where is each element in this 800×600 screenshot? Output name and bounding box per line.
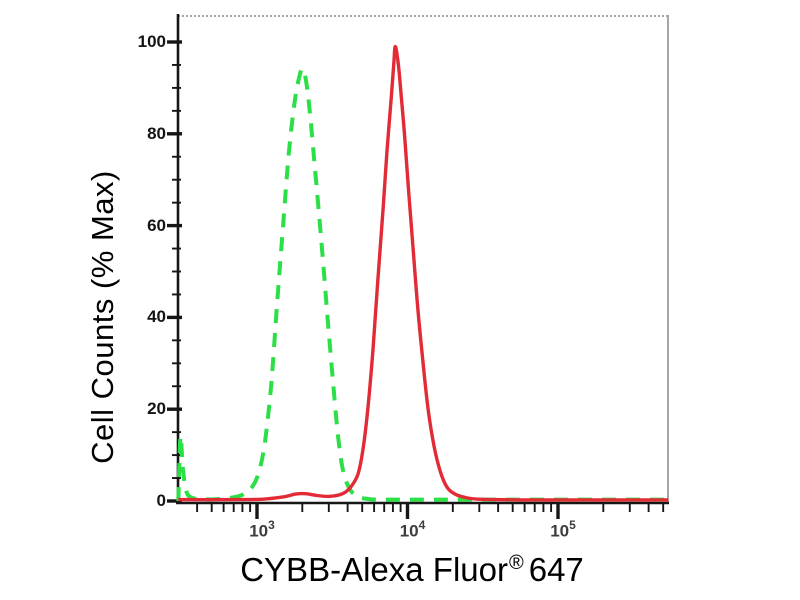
curve-green-dashed bbox=[176, 66, 669, 502]
x-tick-base: 10 bbox=[399, 521, 419, 541]
x-axis-title-suffix: 647 bbox=[528, 551, 584, 588]
x-tick-exponent: 3 bbox=[268, 518, 275, 532]
x-tick-base: 10 bbox=[550, 521, 570, 541]
x-tick-exponent: 4 bbox=[418, 518, 426, 532]
y-tick-label-0: 0 bbox=[156, 491, 166, 510]
curve-red-solid bbox=[178, 44, 669, 502]
x-tick-label-10e4: 104 bbox=[399, 518, 426, 542]
x-tick-label-10e5: 105 bbox=[550, 518, 576, 542]
x-axis-title-main: CYBB-Alexa Fluor bbox=[240, 551, 508, 588]
y-tick-label-40: 40 bbox=[147, 307, 166, 327]
registered-trademark-symbol: ® bbox=[508, 552, 524, 574]
x-tick-exponent: 5 bbox=[569, 518, 576, 532]
x-tick-label-10e3: 103 bbox=[249, 518, 275, 542]
y-tick-label-100: 100 bbox=[137, 32, 166, 51]
x-tick-base: 10 bbox=[249, 521, 269, 541]
y-tick-label-20: 20 bbox=[147, 399, 166, 419]
y-tick-label-60: 60 bbox=[147, 215, 166, 235]
y-tick-label-80: 80 bbox=[147, 123, 166, 143]
x-axis-title: CYBB-Alexa Fluor® 647 bbox=[240, 551, 584, 589]
y-axis-title: Cell Counts (% Max) bbox=[85, 170, 120, 464]
